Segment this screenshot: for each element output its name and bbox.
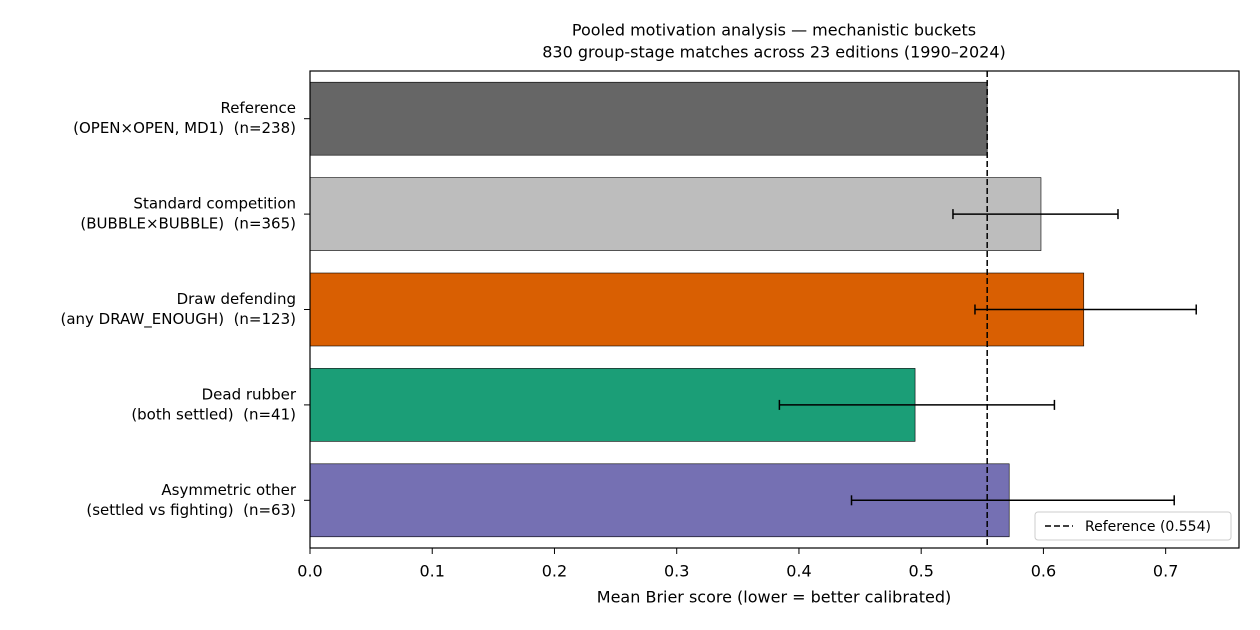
x-tick-label: 0.2 — [542, 562, 567, 581]
y-tick-label: (both settled) (n=41) — [131, 405, 296, 423]
x-tick-label: 0.4 — [786, 562, 811, 581]
x-tick-label: 0.6 — [1031, 562, 1056, 581]
legend-box — [1034, 511, 1232, 541]
bar — [309, 272, 1085, 347]
x-tick-label: 0.0 — [297, 562, 322, 581]
x-tick-label: 0.7 — [1153, 562, 1178, 581]
y-tick-label: (any DRAW_ENOUGH) (n=123) — [60, 310, 296, 329]
x-tick-label: 0.3 — [664, 562, 689, 581]
y-tick-label: Asymmetric other — [161, 481, 296, 499]
bar — [309, 81, 988, 156]
x-tick-label: 0.1 — [420, 562, 445, 581]
x-axis-label: Mean Brier score (lower = better calibra… — [597, 588, 951, 607]
y-tick-label: Standard competition — [133, 195, 296, 213]
error-bar — [850, 495, 1175, 506]
y-tick-label: (BUBBLE×BUBBLE) (n=365) — [80, 215, 296, 233]
y-tick-label: Reference — [220, 99, 296, 117]
legend-label: Reference (0.554) — [1085, 519, 1211, 535]
chart-title: Pooled motivation analysis — mechanistic… — [572, 21, 976, 40]
error-bar — [974, 304, 1197, 315]
y-tick-label: Draw defending — [177, 290, 296, 308]
error-bar — [952, 209, 1119, 220]
chart-subtitle: 830 group-stage matches across 23 editio… — [542, 43, 1006, 62]
bar — [309, 177, 1042, 251]
error-bar — [778, 399, 1056, 410]
y-tick-label: Dead rubber — [202, 385, 297, 403]
y-tick-label: (OPEN×OPEN, MD1) (n=238) — [73, 119, 296, 137]
y-tick-label: (settled vs fighting) (n=63) — [86, 501, 296, 519]
x-tick-label: 0.5 — [908, 562, 933, 581]
plot-frame — [309, 70, 1240, 549]
